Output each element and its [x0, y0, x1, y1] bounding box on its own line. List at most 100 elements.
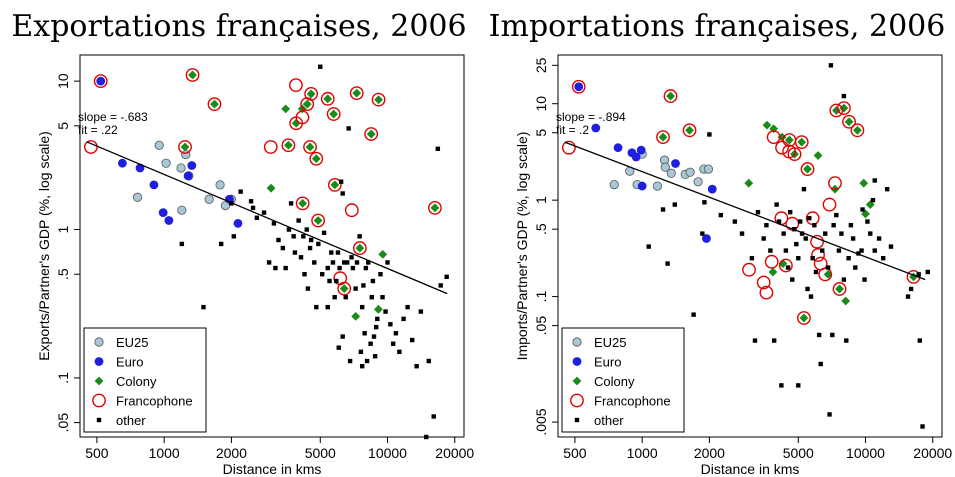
x-tick-label: 20000: [913, 445, 952, 461]
colony-point: [298, 199, 308, 208]
other-point: [370, 278, 376, 284]
y-tick-label: .05: [533, 316, 549, 336]
series-franco: [84, 68, 442, 296]
y-tick-label: 10: [533, 96, 549, 112]
other-point: [431, 414, 436, 419]
imports-chart-title: Importations françaises, 2006: [488, 9, 946, 44]
euro-point: [187, 161, 197, 170]
other-point: [781, 231, 786, 236]
legend: EU25 Euro Colony Francophone other: [83, 327, 207, 433]
other-point: [248, 199, 254, 204]
other-point: [836, 248, 842, 253]
franco-point: [836, 101, 851, 116]
eu25-point: [204, 194, 214, 204]
other-point: [807, 215, 812, 221]
colony-point: [366, 129, 376, 139]
other-point: [870, 197, 876, 203]
franco-point: [311, 213, 326, 228]
legend-colony-marker: [94, 376, 104, 386]
colony-point: [685, 125, 694, 135]
franco-point: [766, 130, 781, 145]
y-tick-label: .05: [55, 413, 71, 433]
imports-panel: Importations françaises, 2006 500 1000 200…: [478, 0, 955, 477]
other-point: [316, 241, 321, 247]
legend-other-label: other: [116, 413, 146, 428]
x-tick-label: 500: [563, 445, 587, 461]
colony-point: [374, 95, 383, 105]
other-point: [876, 236, 882, 241]
colony-point: [373, 304, 383, 314]
colony-point: [813, 151, 823, 160]
other-point: [862, 277, 867, 282]
eu25-point: [154, 140, 164, 150]
franco-point: [759, 285, 774, 300]
other-point: [397, 349, 402, 355]
franco-point: [656, 130, 670, 145]
other-point: [179, 241, 185, 247]
legend-euro-marker: [94, 357, 104, 366]
euro-point: [183, 171, 193, 181]
series-colony: [658, 91, 918, 323]
franco-point: [829, 103, 844, 118]
other-point: [908, 286, 914, 292]
franco-point: [663, 89, 678, 103]
other-point: [273, 265, 278, 271]
franco-point: [818, 267, 833, 282]
other-point: [853, 265, 858, 270]
eu25-point: [177, 205, 187, 215]
colony-point: [853, 125, 862, 135]
other-point: [378, 272, 383, 277]
other-point: [691, 312, 696, 317]
colony-point: [839, 103, 849, 113]
other-point: [357, 234, 362, 239]
other-point: [321, 230, 327, 236]
euro-point: [164, 216, 174, 225]
colony-point: [352, 88, 362, 98]
other-point: [925, 269, 930, 275]
y-tick-label: .005: [533, 408, 549, 435]
legend-franco-marker: [92, 393, 106, 408]
colony-point: [835, 284, 844, 294]
other-point: [343, 295, 348, 300]
eu25-point: [693, 177, 703, 187]
other-point: [646, 244, 651, 249]
other-point: [342, 260, 347, 265]
colony-point: [330, 180, 340, 190]
other-point: [905, 294, 911, 299]
colony-point: [323, 94, 333, 104]
legend: EU25 Euro Colony Francophone other: [561, 327, 685, 433]
other-point: [266, 260, 272, 265]
y-tick-label: 1: [55, 225, 71, 233]
other-point: [755, 210, 761, 215]
legend-colony-marker: [572, 376, 582, 386]
fit-line: [86, 141, 448, 295]
x-tick-label: 5000: [305, 445, 336, 461]
other-point: [848, 222, 854, 228]
imports-scatter-chart: 500 1000 2000 5000 10000 20000 .005 .05 .1 .5 1 5 10…: [514, 54, 952, 477]
colony-point: [284, 140, 293, 150]
eu25-point: [176, 163, 186, 173]
colony-point: [844, 117, 854, 127]
other-point: [841, 277, 847, 282]
other-point: [286, 227, 292, 232]
colony-point: [658, 132, 668, 142]
eu25-point: [666, 168, 676, 178]
other-point: [319, 272, 325, 277]
euro-point: [631, 152, 641, 162]
other-point: [280, 245, 286, 251]
other-point: [375, 316, 380, 322]
other-point: [254, 215, 260, 220]
other-point: [340, 191, 345, 196]
legend-eu25-marker: [94, 337, 104, 347]
series-other: [646, 63, 930, 429]
franco-point: [304, 87, 319, 101]
franco-point: [84, 140, 98, 154]
euro-point: [707, 184, 717, 194]
other-point: [827, 412, 832, 417]
franco-point: [742, 262, 756, 277]
other-point: [338, 179, 344, 184]
franco-point: [811, 248, 825, 262]
other-point: [388, 322, 393, 327]
euro-point: [591, 123, 601, 133]
franco-point: [337, 281, 352, 296]
